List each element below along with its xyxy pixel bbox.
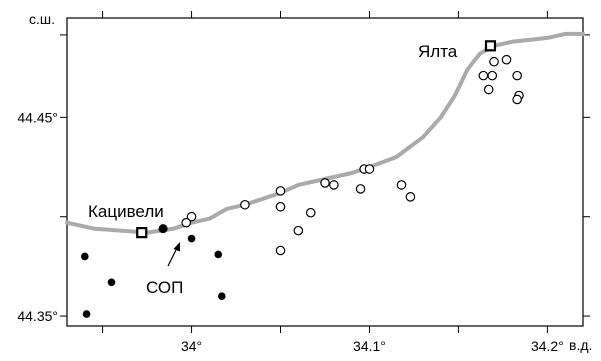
station-open-marker xyxy=(355,184,366,194)
station-open-marker xyxy=(186,211,197,222)
station-filled-marker xyxy=(158,224,168,234)
station-open-marker xyxy=(275,201,286,212)
station-filled-marker xyxy=(214,250,223,259)
lat-tick-label: 44.45° xyxy=(17,109,58,125)
station-label-sop: СОП xyxy=(146,278,183,297)
town-marker xyxy=(136,227,148,239)
station-open-marker xyxy=(396,180,407,190)
station-open-marker xyxy=(364,164,375,174)
station-open-marker xyxy=(275,245,286,256)
lon-tick-label: 34° xyxy=(181,338,202,354)
town-marker xyxy=(484,40,497,52)
coastline xyxy=(65,31,585,235)
place-label-katsiveli: Кацивели xyxy=(88,202,164,221)
lat-tick-label: 44.35° xyxy=(17,308,58,324)
lon-tick-label: 34.1° xyxy=(353,338,386,354)
station-filled-marker xyxy=(80,252,89,261)
station-open-marker xyxy=(512,94,522,105)
station-open-marker xyxy=(501,54,512,65)
place-label-yalta: Ялта xyxy=(418,42,458,61)
station-open-marker xyxy=(293,225,304,236)
station-filled-marker xyxy=(187,234,196,243)
station-filled-marker xyxy=(82,310,91,318)
map-frame xyxy=(66,17,584,327)
station-open-marker xyxy=(512,70,522,81)
station-open-marker xyxy=(240,199,250,210)
station-filled-marker xyxy=(218,292,226,300)
station-open-marker xyxy=(320,178,330,188)
station-open-marker xyxy=(489,56,499,67)
lat-unit-label: с.ш. xyxy=(29,11,55,27)
filled-stations xyxy=(80,224,226,318)
station-open-marker xyxy=(405,192,416,202)
station-open-marker xyxy=(478,70,489,81)
station-open-marker xyxy=(483,84,494,95)
station-open-marker xyxy=(329,180,339,190)
lon-unit-label: в.д. xyxy=(569,337,592,353)
lon-tick-label: 34.2° xyxy=(531,338,564,354)
open-stations xyxy=(181,54,524,256)
station-open-marker xyxy=(487,70,498,81)
place-markers xyxy=(136,40,497,239)
sop-arrow-head xyxy=(173,242,180,252)
lat-ticks: 44.45° 44.35° xyxy=(17,34,590,324)
station-open-marker xyxy=(181,217,192,228)
station-open-marker xyxy=(275,186,286,196)
lon-ticks: 34° 34.1° 34.2° xyxy=(102,11,564,354)
station-filled-marker xyxy=(107,278,116,287)
station-open-marker xyxy=(305,207,316,218)
